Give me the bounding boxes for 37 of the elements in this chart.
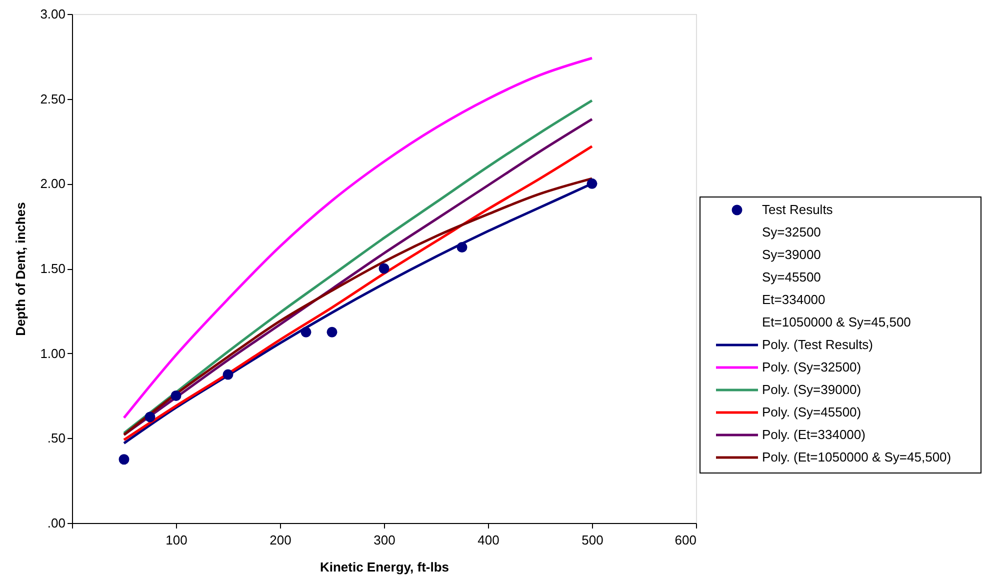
- point: [170, 390, 182, 401]
- legend-label: Poly. (Et=1050000 & Sy=45,500): [762, 450, 952, 464]
- legend-label: Test Results: [762, 202, 834, 217]
- point: [118, 454, 130, 465]
- y-tick-label: .00: [47, 516, 66, 530]
- legend-label: Poly. (Test Results): [762, 337, 874, 352]
- x-axis-title: Kinetic Energy, ft-lbs: [320, 560, 450, 574]
- text: Sy=32500: [762, 224, 821, 240]
- text: Et=1050000 & Sy=45,500: [762, 314, 911, 330]
- point: [326, 326, 338, 338]
- point: [586, 178, 598, 189]
- point: [300, 326, 312, 338]
- text: Sy=45500: [762, 270, 821, 284]
- x-tick-label: 400: [478, 532, 500, 548]
- legend-label: Poly. (Et=334000): [762, 427, 866, 442]
- y-tick-label: .50: [47, 430, 66, 446]
- x-tick-label: 200: [270, 532, 292, 548]
- line-series: [122, 56, 594, 420]
- y-tick-label: 2.00: [40, 176, 66, 192]
- y-tick-label: 1.00: [40, 346, 66, 361]
- y-axis-title: Depth of Dent, inches: [13, 202, 28, 336]
- text: Sy=39000: [762, 247, 821, 262]
- text: Et=334000: [762, 292, 826, 307]
- y-tick-label: 1.50: [40, 261, 66, 276]
- x-tick-label: 600: [674, 532, 696, 548]
- y-tick-label: 2.50: [40, 91, 66, 106]
- legend-label: Poly. (Sy=32500): [762, 360, 862, 374]
- point: [222, 369, 234, 380]
- point: [456, 242, 468, 253]
- point: [378, 263, 390, 274]
- point: [144, 412, 156, 422]
- x-tick-label: 300: [374, 532, 396, 548]
- x-tick-label: 100: [166, 532, 188, 548]
- legend-label: Poly. (Sy=45500): [762, 404, 862, 420]
- y-tick-label: 3.00: [40, 6, 66, 22]
- x-tick-label: 500: [582, 532, 604, 548]
- legend-label: Poly. (Sy=39000): [762, 382, 862, 397]
